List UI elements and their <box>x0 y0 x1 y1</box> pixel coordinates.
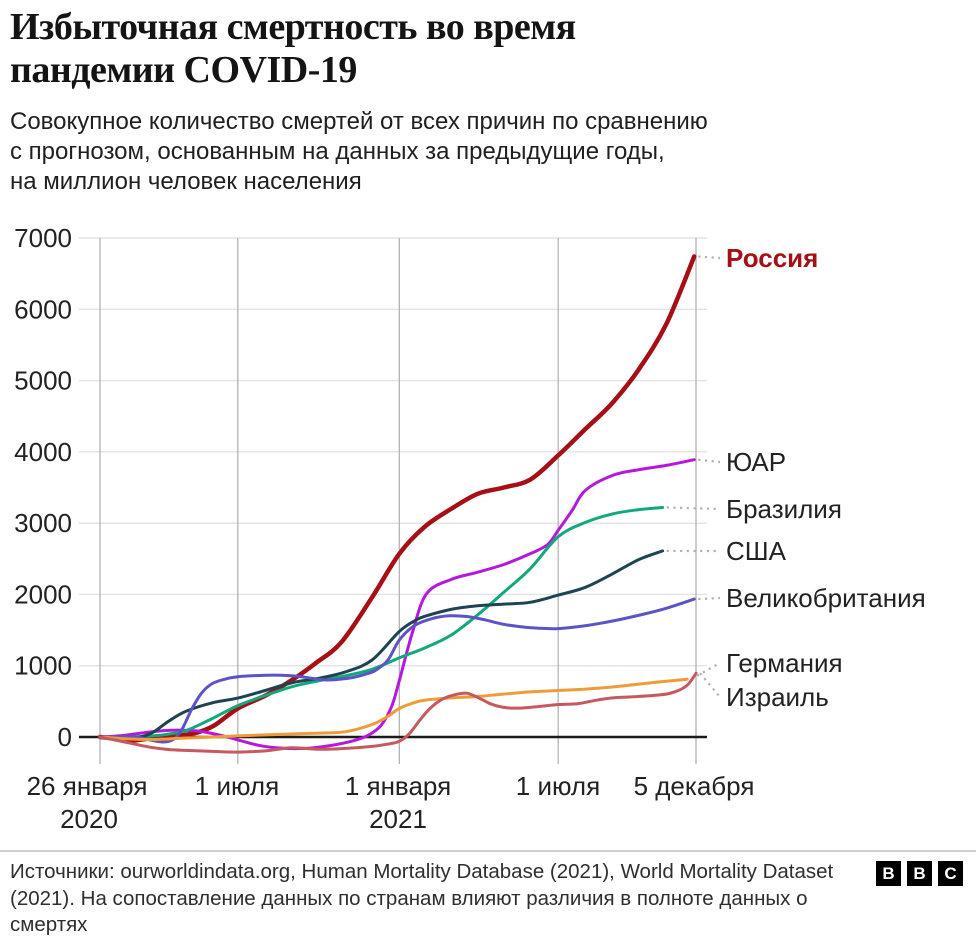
chart-subtitle: Совокупное количество смертей от всех пр… <box>10 107 960 196</box>
x-tick-label-341: 1 января <box>345 771 451 801</box>
series-line-russia <box>97 254 697 744</box>
subtitle-line-1: Совокупное количество смертей от всех пр… <box>10 108 708 135</box>
series-label-usa: США <box>726 536 787 566</box>
y-tick-label-2000: 2000 <box>14 579 72 609</box>
series-label-israel: Израиль <box>726 682 829 712</box>
bbc-logo-letter-c: C <box>938 861 963 886</box>
series-line-israel <box>98 671 698 754</box>
page-title: Избыточная смертность во время пандемии … <box>10 6 960 93</box>
bbc-logo-letter-b1: B <box>876 861 901 886</box>
series-label-uk: Великобритания <box>726 583 926 613</box>
leader-russia <box>698 255 721 260</box>
leader-germany <box>690 662 721 681</box>
y-tick-label-4000: 4000 <box>14 437 72 467</box>
series-line-germany <box>98 677 689 742</box>
subtitle-line-2: с прогнозом, основанным на данных за пре… <box>10 137 665 165</box>
title-line-1: Избыточная смертность во время <box>10 6 576 48</box>
source-line-2: Mortality Dataset (2021). На сопоставлен… <box>10 860 834 910</box>
x-tick-label-157: 1 июля <box>195 771 279 801</box>
source-note: Источники: ourworldindata.org, Human Mor… <box>10 859 862 939</box>
series-line-uk <box>98 597 696 744</box>
y-tick-label-5000: 5000 <box>14 366 72 396</box>
series-label-germany: Германия <box>726 648 843 678</box>
leader-brazil <box>666 506 721 511</box>
series-label-south-africa: ЮАР <box>726 447 786 477</box>
x-tick-sublabel-2021: 2021 <box>369 804 427 834</box>
x-tick-sublabel-2020: 2020 <box>60 804 118 834</box>
leader-uk <box>698 596 721 601</box>
y-tick-label-0: 0 <box>58 722 72 752</box>
series-line-south-africa <box>98 458 696 751</box>
y-tick-label-3000: 3000 <box>14 508 72 538</box>
title-line-2: пандемии COVID-19 <box>10 49 357 92</box>
x-tick-label-679: 5 декабря <box>634 771 755 801</box>
y-tick-label-6000: 6000 <box>14 294 72 324</box>
footer-divider <box>0 850 976 852</box>
series-label-russia: Россия <box>726 243 818 273</box>
leader-south-africa <box>698 458 721 464</box>
series-line-usa <box>98 549 665 740</box>
source-line-3: различия в полноте данных о смертях <box>10 886 808 937</box>
series-label-brazil: Бразилия <box>726 494 842 524</box>
source-line-1: Источники: ourworldindata.org, Human Mor… <box>10 860 674 883</box>
x-tick-label-0: 26 января <box>27 771 148 801</box>
subtitle-line-3: на миллион человек населения <box>10 167 362 195</box>
x-tick-label-522: 1 июля <box>516 771 600 801</box>
y-tick-label-1000: 1000 <box>14 651 72 681</box>
bbc-logo: B B C <box>876 861 963 886</box>
y-tick-label-7000: 7000 <box>14 223 72 253</box>
leader-israel <box>699 672 721 698</box>
bbc-logo-letter-b2: B <box>907 861 932 886</box>
